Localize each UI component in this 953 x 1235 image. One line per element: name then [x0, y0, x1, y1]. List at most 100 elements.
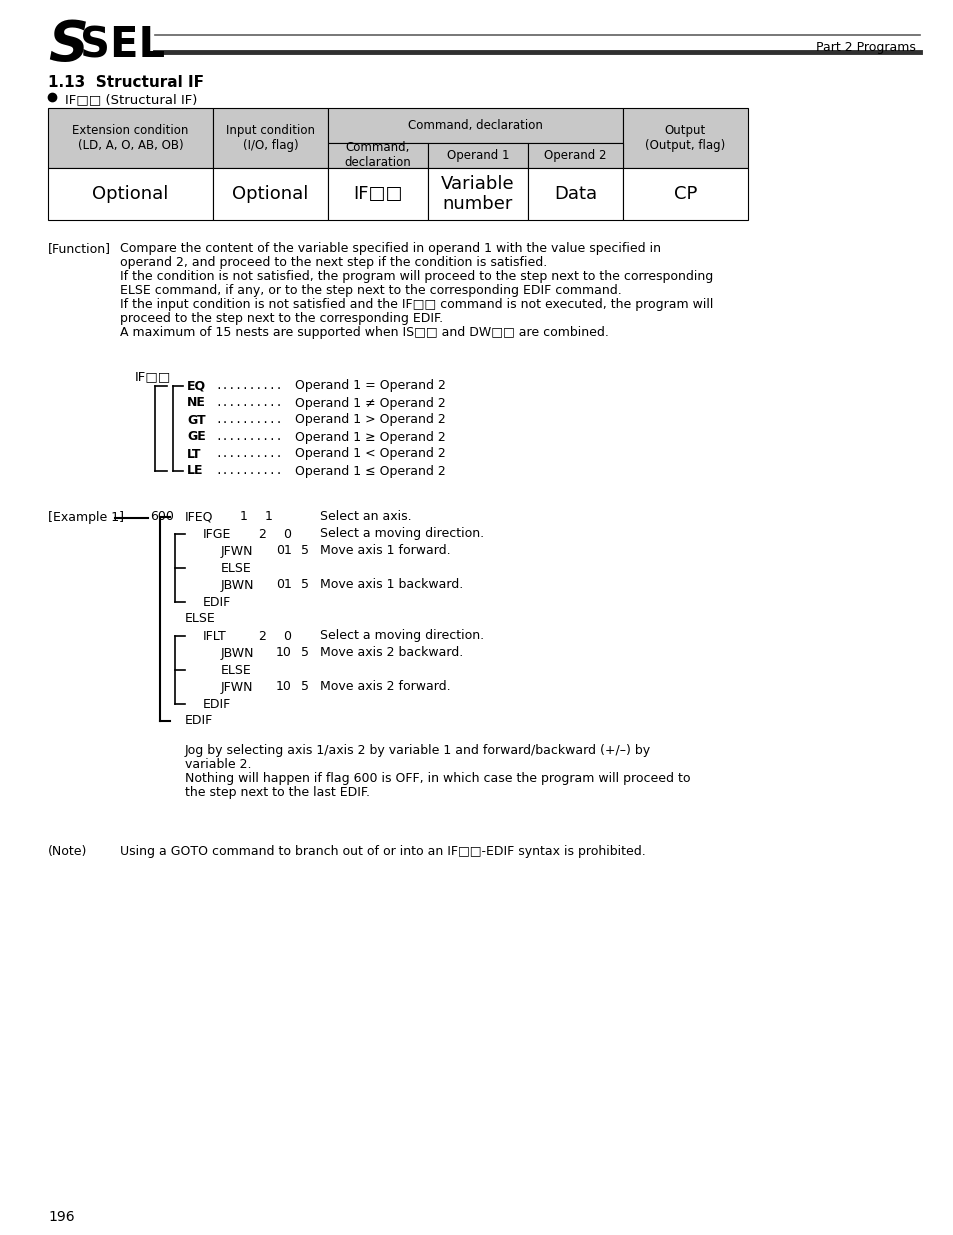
Text: Operand 1 ≥ Operand 2: Operand 1 ≥ Operand 2: [294, 431, 445, 443]
Text: 5: 5: [301, 680, 309, 694]
Bar: [213, 107, 328, 168]
Text: Nothing will happen if flag 600 is OFF, in which case the program will proceed t: Nothing will happen if flag 600 is OFF, …: [185, 772, 690, 785]
Text: ..........: ..........: [214, 466, 282, 475]
Text: S: S: [48, 19, 88, 72]
Text: proceed to the step next to the corresponding EDIF.: proceed to the step next to the correspo…: [120, 312, 442, 325]
Text: variable 2.: variable 2.: [185, 758, 252, 771]
Text: JFWN: JFWN: [221, 680, 253, 694]
Text: If the input condition is not satisfied and the IF□□ command is not executed, th: If the input condition is not satisfied …: [120, 298, 713, 311]
Bar: [328, 107, 622, 143]
Text: IF□□: IF□□: [353, 185, 402, 203]
Text: Operand 1 < Operand 2: Operand 1 < Operand 2: [294, 447, 445, 461]
Text: Operand 1 ≤ Operand 2: Operand 1 ≤ Operand 2: [294, 464, 445, 478]
Text: ..........: ..........: [214, 382, 282, 391]
Text: operand 2, and proceed to the next step if the condition is satisfied.: operand 2, and proceed to the next step …: [120, 256, 547, 269]
Text: 196: 196: [48, 1210, 74, 1224]
Text: Command,
declaration: Command, declaration: [344, 142, 411, 169]
Text: ..........: ..........: [214, 415, 282, 425]
Text: A maximum of 15 nests are supported when IS□□ and DW□□ are combined.: A maximum of 15 nests are supported when…: [120, 326, 608, 338]
Text: EDIF: EDIF: [185, 715, 213, 727]
Text: JBWN: JBWN: [221, 646, 254, 659]
Text: IF□□ (Structural IF): IF□□ (Structural IF): [65, 94, 197, 106]
Text: Select a moving direction.: Select a moving direction.: [319, 630, 483, 642]
Text: Move axis 1 forward.: Move axis 1 forward.: [319, 545, 450, 557]
Text: JFWN: JFWN: [221, 545, 253, 557]
Text: Data: Data: [554, 185, 597, 203]
Text: 0: 0: [283, 630, 291, 642]
Text: Jog by selecting axis 1/axis 2 by variable 1 and forward/backward (+/–) by: Jog by selecting axis 1/axis 2 by variab…: [185, 743, 651, 757]
Text: IFEQ: IFEQ: [185, 510, 213, 524]
Text: 2: 2: [257, 630, 266, 642]
Text: If the condition is not satisfied, the program will proceed to the step next to : If the condition is not satisfied, the p…: [120, 270, 713, 283]
Text: [Function]: [Function]: [48, 242, 111, 254]
Bar: [622, 168, 747, 220]
Text: IFGE: IFGE: [203, 527, 232, 541]
Bar: [527, 143, 622, 168]
Text: 5: 5: [301, 646, 309, 659]
Text: IF□□: IF□□: [135, 370, 172, 383]
Bar: [48, 107, 213, 168]
Text: Compare the content of the variable specified in operand 1 with the value specif: Compare the content of the variable spec…: [120, 242, 660, 254]
Text: Move axis 1 backward.: Move axis 1 backward.: [319, 578, 463, 592]
Text: ELSE: ELSE: [221, 663, 252, 677]
Text: ..........: ..........: [214, 450, 282, 459]
Text: GT: GT: [187, 414, 206, 426]
Text: ..........: ..........: [214, 398, 282, 408]
Bar: [622, 107, 747, 168]
Text: 10: 10: [275, 680, 292, 694]
Text: Move axis 2 backward.: Move axis 2 backward.: [319, 646, 463, 659]
Text: 0: 0: [283, 527, 291, 541]
Text: IFLT: IFLT: [203, 630, 227, 642]
Text: Extension condition
(LD, A, O, AB, OB): Extension condition (LD, A, O, AB, OB): [72, 124, 189, 152]
Text: 1: 1: [265, 510, 273, 524]
Text: the step next to the last EDIF.: the step next to the last EDIF.: [185, 785, 370, 799]
Bar: [328, 168, 428, 220]
Text: EDIF: EDIF: [203, 595, 231, 609]
Text: Select a moving direction.: Select a moving direction.: [319, 527, 483, 541]
Text: JBWN: JBWN: [221, 578, 254, 592]
Text: Input condition
(I/O, flag): Input condition (I/O, flag): [226, 124, 314, 152]
Bar: [527, 168, 622, 220]
Text: ..........: ..........: [214, 432, 282, 442]
Text: Optional: Optional: [92, 185, 169, 203]
Text: Command, declaration: Command, declaration: [408, 119, 542, 132]
Text: 2: 2: [257, 527, 266, 541]
Text: ELSE: ELSE: [221, 562, 252, 574]
Text: NE: NE: [187, 396, 206, 410]
Text: EDIF: EDIF: [203, 698, 231, 710]
Text: GE: GE: [187, 431, 206, 443]
Text: Operand 1 ≠ Operand 2: Operand 1 ≠ Operand 2: [294, 396, 445, 410]
Text: ELSE command, if any, or to the step next to the corresponding EDIF command.: ELSE command, if any, or to the step nex…: [120, 284, 621, 296]
Text: Move axis 2 forward.: Move axis 2 forward.: [319, 680, 450, 694]
Text: Operand 1: Operand 1: [446, 149, 509, 162]
Text: Operand 1 = Operand 2: Operand 1 = Operand 2: [294, 379, 445, 393]
Text: 10: 10: [275, 646, 292, 659]
Text: 600: 600: [150, 510, 173, 524]
Bar: [428, 168, 527, 220]
Text: ELSE: ELSE: [185, 613, 215, 625]
Text: SEL: SEL: [80, 23, 165, 65]
Text: Part 2 Programs: Part 2 Programs: [815, 41, 915, 53]
Text: CP: CP: [673, 185, 697, 203]
Text: Select an axis.: Select an axis.: [319, 510, 411, 524]
Text: [Example 1]: [Example 1]: [48, 510, 124, 524]
Text: Output
(Output, flag): Output (Output, flag): [644, 124, 725, 152]
Text: 5: 5: [301, 578, 309, 592]
Text: 1.13  Structural IF: 1.13 Structural IF: [48, 75, 204, 90]
Text: 01: 01: [275, 545, 292, 557]
Text: Variable
number: Variable number: [440, 174, 515, 214]
Bar: [48, 168, 213, 220]
Text: 1: 1: [240, 510, 248, 524]
Text: Operand 2: Operand 2: [543, 149, 606, 162]
Text: Using a GOTO command to branch out of or into an IF□□-EDIF syntax is prohibited.: Using a GOTO command to branch out of or…: [120, 845, 645, 858]
Bar: [428, 143, 527, 168]
Text: (Note): (Note): [48, 845, 88, 858]
Text: 5: 5: [301, 545, 309, 557]
Text: Operand 1 > Operand 2: Operand 1 > Operand 2: [294, 414, 445, 426]
Bar: [328, 143, 428, 168]
Bar: [213, 168, 328, 220]
Text: Optional: Optional: [233, 185, 309, 203]
Text: LE: LE: [187, 464, 203, 478]
Text: 01: 01: [275, 578, 292, 592]
Text: LT: LT: [187, 447, 201, 461]
